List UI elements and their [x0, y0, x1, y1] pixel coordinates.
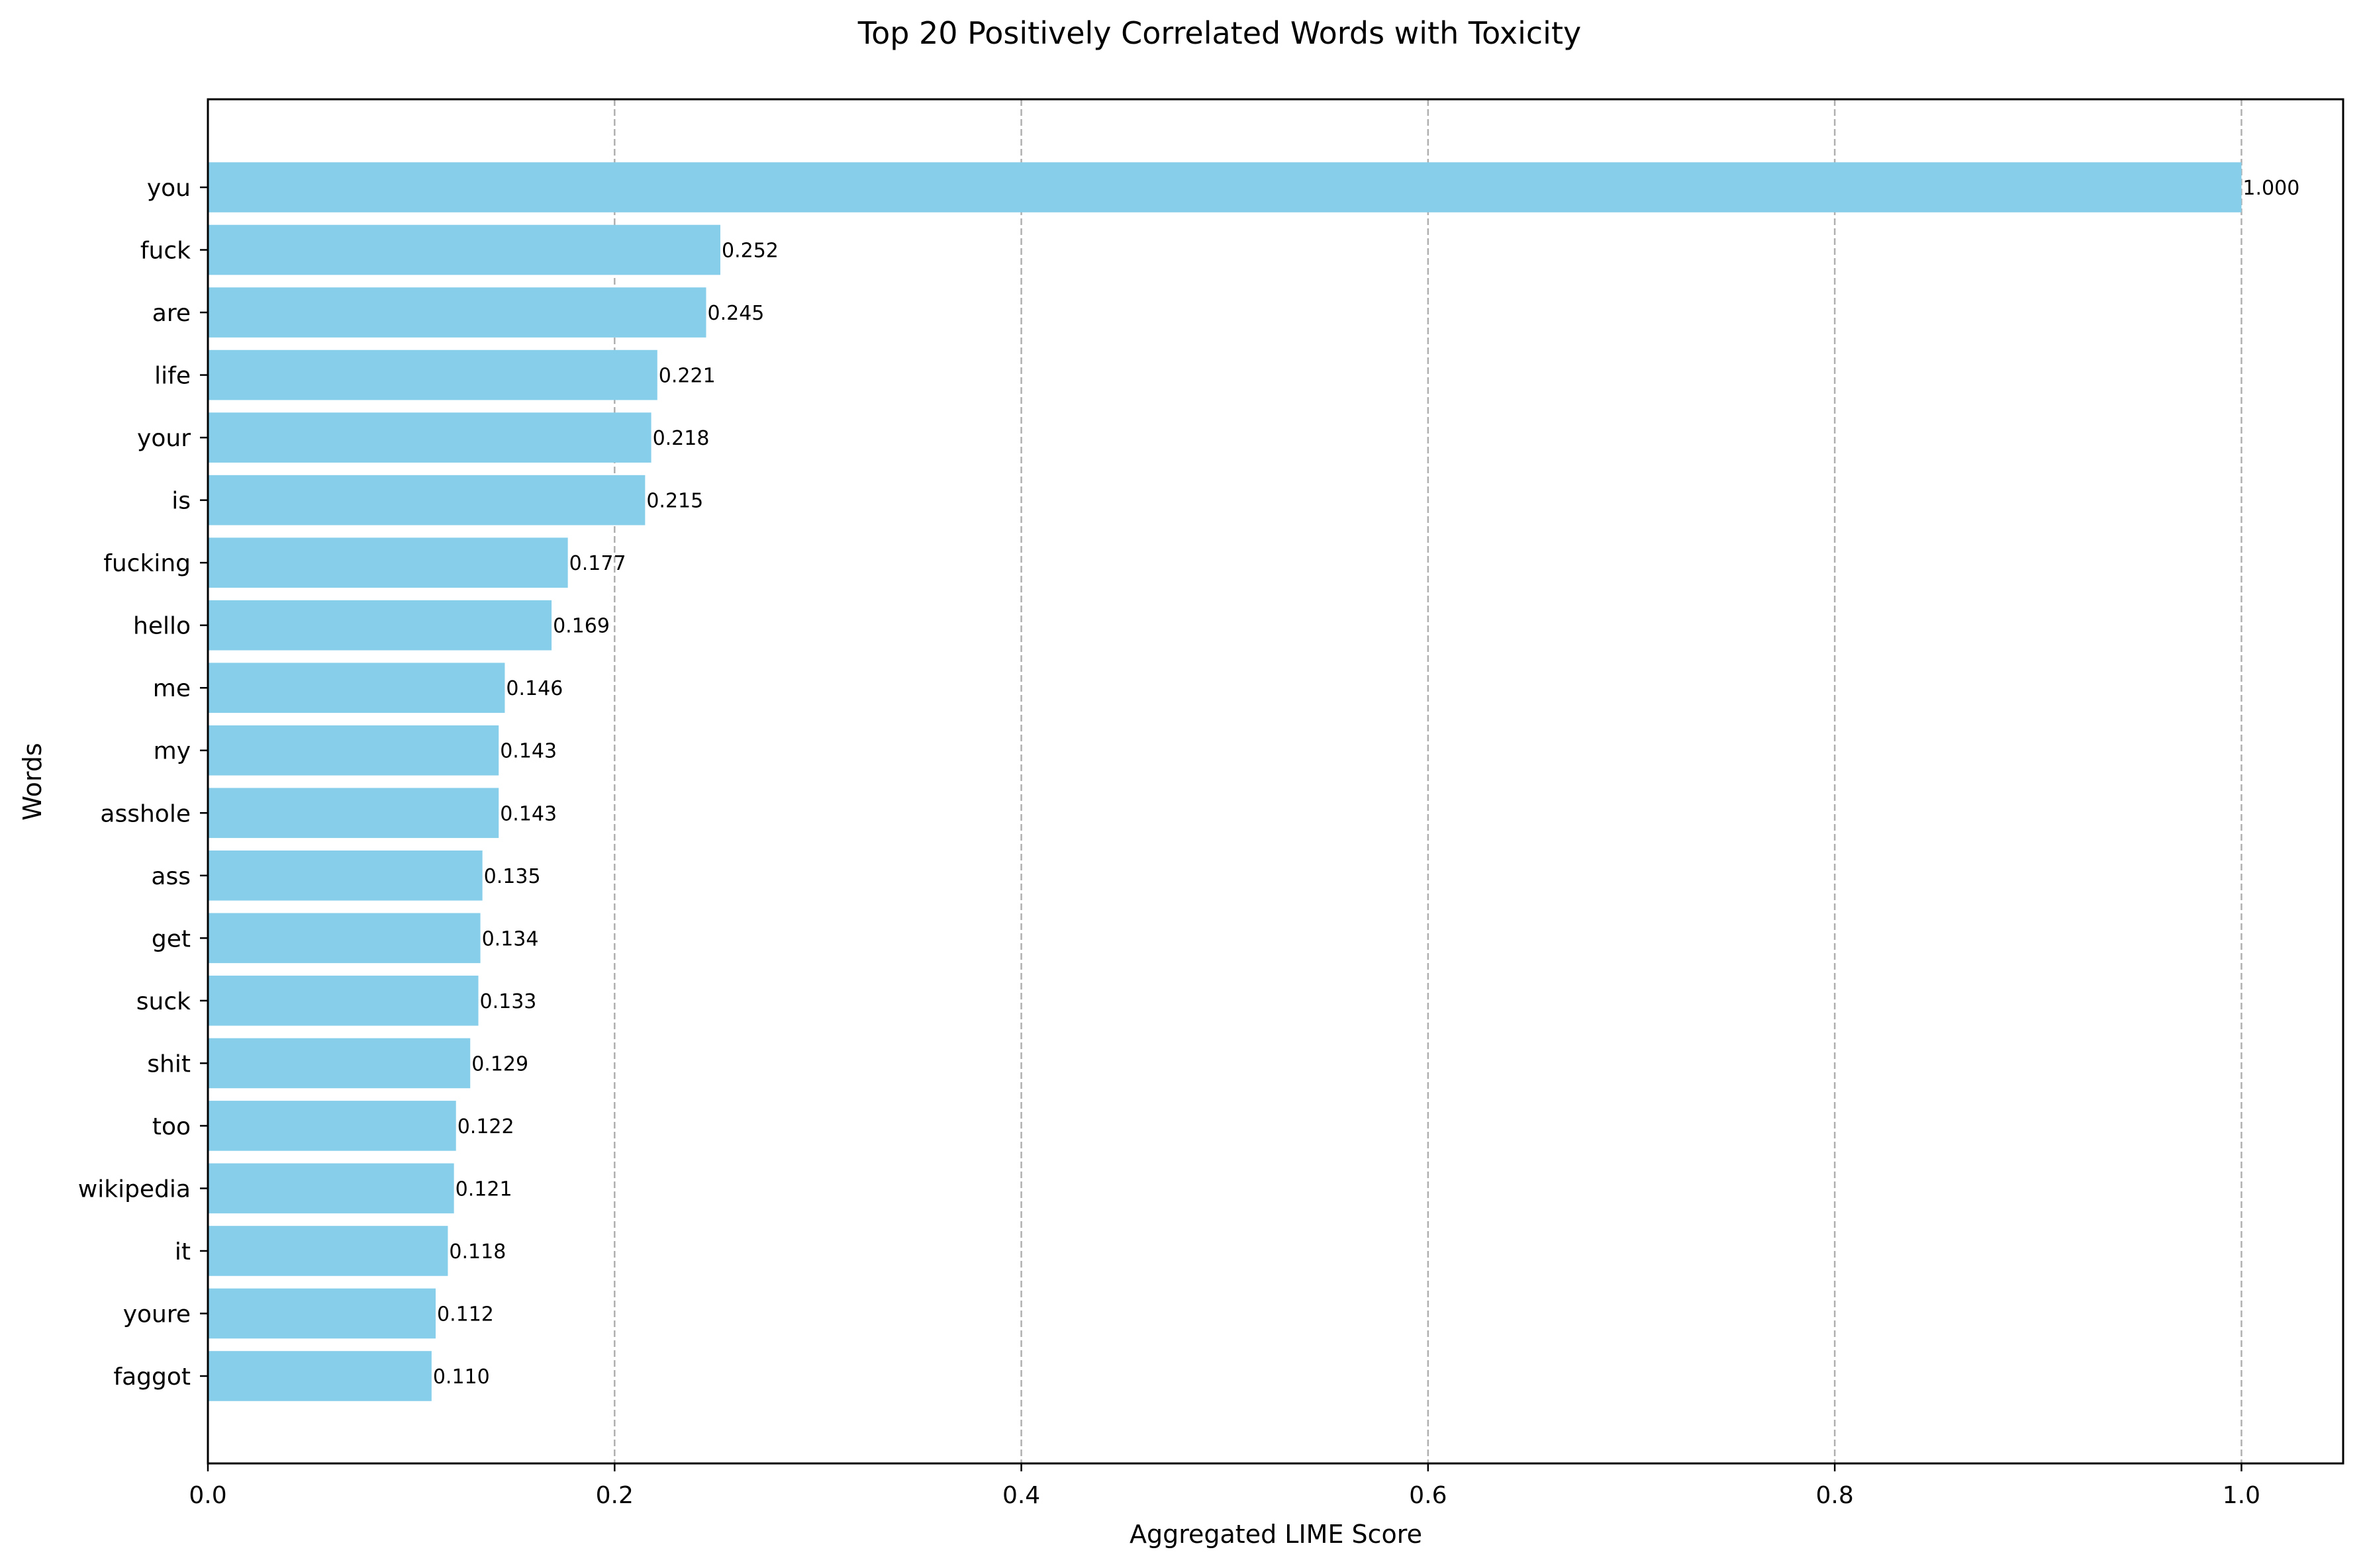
- y-tick-label-fucking: fucking: [103, 550, 191, 577]
- data-label-too: 0.122: [458, 1115, 514, 1138]
- data-label-you: 1.000: [2242, 177, 2299, 200]
- data-label-me: 0.146: [506, 677, 563, 700]
- data-label-hello: 0.169: [553, 615, 610, 638]
- y-tick-label-suck: suck: [136, 988, 191, 1015]
- data-label-life: 0.221: [659, 365, 716, 388]
- y-tick-label-me: me: [153, 675, 191, 702]
- x-axis-title: Aggregated LIME Score: [1130, 1520, 1422, 1549]
- x-tick-label-4: 0.8: [1816, 1482, 1854, 1509]
- bar-me: [208, 663, 505, 714]
- y-tick-label-asshole: asshole: [100, 800, 191, 827]
- y-tick-label-is: is: [171, 488, 191, 515]
- x-tick-label-2: 0.4: [1002, 1482, 1040, 1509]
- y-tick-label-you: you: [147, 175, 191, 202]
- y-axis-ticks: you fuck are life your is fucking hello me my assh…: [78, 175, 208, 1391]
- bar-youre: [208, 1288, 436, 1339]
- data-label-ass: 0.135: [484, 865, 541, 888]
- data-label-fuck: 0.252: [722, 240, 779, 263]
- y-tick-label-get: get: [152, 925, 191, 952]
- y-tick-label-your: your: [137, 425, 191, 452]
- plot-frame: [207, 98, 2344, 1465]
- y-tick-label-wikipedia: wikipedia: [78, 1176, 191, 1203]
- bars: [208, 162, 2242, 1401]
- grid-lines: [614, 99, 2242, 1463]
- y-tick-label-youre: youre: [123, 1301, 191, 1328]
- x-tick-label-5: 1.0: [2223, 1482, 2260, 1509]
- bar-shit: [208, 1038, 471, 1089]
- bar-is: [208, 475, 646, 526]
- y-tick-label-fuck: fuck: [140, 238, 191, 265]
- bar-faggot: [208, 1351, 432, 1401]
- data-label-suck: 0.133: [480, 990, 537, 1013]
- bar-life: [208, 349, 657, 400]
- data-labels: 1.000 0.252 0.245 0.221 0.218 0.215 0.177 0.169…: [433, 177, 2299, 1389]
- data-label-get: 0.134: [482, 927, 539, 950]
- data-label-my: 0.143: [500, 740, 557, 763]
- y-tick-label-faggot: faggot: [113, 1363, 191, 1391]
- x-axis-ticks: 0.0 0.2 0.4 0.6 0.8 1.0: [189, 1463, 2260, 1509]
- bar-are: [208, 287, 706, 338]
- y-tick-label-my: my: [154, 738, 191, 765]
- data-label-faggot: 0.110: [433, 1365, 490, 1389]
- bar-you: [208, 162, 2242, 212]
- data-label-shit: 0.129: [471, 1052, 528, 1076]
- y-tick-label-life: life: [154, 363, 191, 390]
- bar-my: [208, 725, 499, 776]
- y-tick-label-it: it: [175, 1238, 191, 1266]
- data-label-is: 0.215: [646, 490, 703, 513]
- y-axis-title: Words: [18, 743, 47, 820]
- data-label-it: 0.118: [449, 1240, 506, 1264]
- bar-fuck: [208, 224, 720, 275]
- bar-hello: [208, 600, 552, 651]
- data-label-your: 0.218: [653, 427, 710, 450]
- bar-too: [208, 1101, 456, 1151]
- y-tick-label-shit: shit: [147, 1050, 191, 1078]
- data-label-are: 0.245: [708, 302, 765, 325]
- bar-asshole: [208, 788, 499, 839]
- chart-title: Top 20 Positively Correlated Words with …: [857, 15, 1581, 51]
- x-tick-label-0: 0.0: [189, 1482, 226, 1509]
- data-label-asshole: 0.143: [500, 802, 557, 825]
- bar-get: [208, 913, 481, 964]
- bar-wikipedia: [208, 1163, 454, 1214]
- bar-it: [208, 1226, 448, 1276]
- x-tick-label-1: 0.2: [596, 1482, 634, 1509]
- data-label-wikipedia: 0.121: [456, 1177, 512, 1201]
- data-label-youre: 0.112: [437, 1303, 494, 1326]
- y-tick-label-ass: ass: [151, 863, 191, 890]
- bar-fucking: [208, 537, 568, 588]
- y-tick-label-are: are: [152, 300, 191, 327]
- y-tick-label-too: too: [152, 1113, 191, 1140]
- bar-ass: [208, 850, 483, 901]
- bar-your: [208, 412, 651, 463]
- bar-suck: [208, 976, 479, 1026]
- x-tick-label-3: 0.6: [1409, 1482, 1447, 1509]
- y-tick-label-hello: hello: [133, 613, 191, 640]
- data-label-fucking: 0.177: [569, 552, 626, 575]
